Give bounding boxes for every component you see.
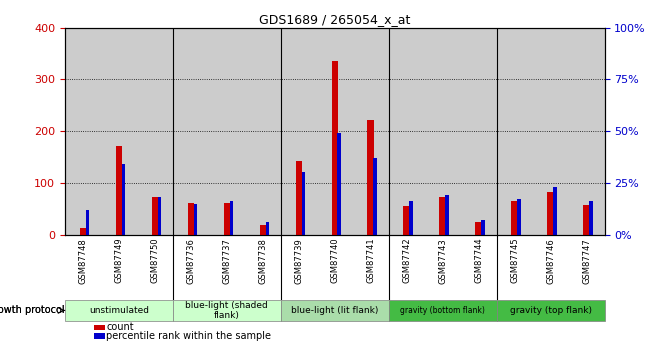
Text: percentile rank within the sample: percentile rank within the sample [107, 331, 271, 341]
Bar [553, 187, 557, 235]
Text: GSM87750: GSM87750 [150, 238, 159, 284]
Bar [229, 201, 233, 235]
Text: GSM87738: GSM87738 [258, 238, 267, 284]
Bar [188, 203, 194, 235]
Bar [173, 300, 281, 321]
Text: gravity (top flank): gravity (top flank) [510, 306, 592, 315]
Bar [410, 201, 413, 235]
Bar [389, 300, 497, 321]
Bar [517, 199, 521, 235]
Text: GSM87743: GSM87743 [438, 238, 447, 284]
Text: blue-light (lit flank): blue-light (lit flank) [291, 306, 378, 315]
Bar [259, 225, 266, 235]
Bar [367, 120, 374, 235]
Bar [475, 221, 482, 235]
Text: GSM87740: GSM87740 [330, 238, 339, 284]
Text: blue-light (shaded
flank): blue-light (shaded flank) [185, 301, 268, 320]
Text: growth protocol: growth protocol [0, 305, 64, 315]
Text: GSM87744: GSM87744 [474, 238, 483, 284]
Text: GSM87741: GSM87741 [366, 238, 375, 284]
Bar [116, 146, 122, 235]
Text: GSM87749: GSM87749 [114, 238, 124, 284]
Bar [94, 325, 105, 330]
Bar [332, 61, 338, 235]
Bar [547, 192, 554, 235]
Bar [482, 220, 485, 235]
Text: GSM87746: GSM87746 [546, 238, 555, 284]
Bar [194, 204, 197, 235]
Bar [281, 300, 389, 321]
Bar [296, 160, 302, 235]
Bar [158, 197, 161, 235]
Bar [439, 197, 446, 235]
Bar [497, 300, 604, 321]
Text: GSM87745: GSM87745 [510, 238, 519, 284]
Bar [151, 197, 158, 235]
Bar [445, 195, 449, 235]
Text: GSM87748: GSM87748 [79, 238, 88, 284]
Bar [583, 205, 590, 235]
Text: GSM87737: GSM87737 [222, 238, 231, 284]
Text: growth protocol: growth protocol [0, 305, 65, 315]
Bar [86, 210, 89, 235]
Text: unstimulated: unstimulated [89, 306, 149, 315]
Bar [224, 203, 230, 235]
Text: gravity (bottom flank): gravity (bottom flank) [400, 306, 485, 315]
Bar [266, 222, 269, 235]
Bar [590, 201, 593, 235]
Bar [302, 172, 305, 235]
Text: GSM87747: GSM87747 [582, 238, 591, 284]
Bar [337, 133, 341, 235]
Bar [94, 333, 105, 339]
Title: GDS1689 / 265054_x_at: GDS1689 / 265054_x_at [259, 13, 410, 27]
Text: GSM87742: GSM87742 [402, 238, 411, 284]
Bar [65, 300, 173, 321]
Text: GSM87736: GSM87736 [187, 238, 196, 284]
Bar [404, 206, 410, 235]
Text: GSM87739: GSM87739 [294, 238, 304, 284]
Bar [374, 158, 377, 235]
Bar [512, 201, 518, 235]
Bar [80, 228, 86, 235]
Text: count: count [107, 323, 134, 333]
Bar [122, 164, 125, 235]
